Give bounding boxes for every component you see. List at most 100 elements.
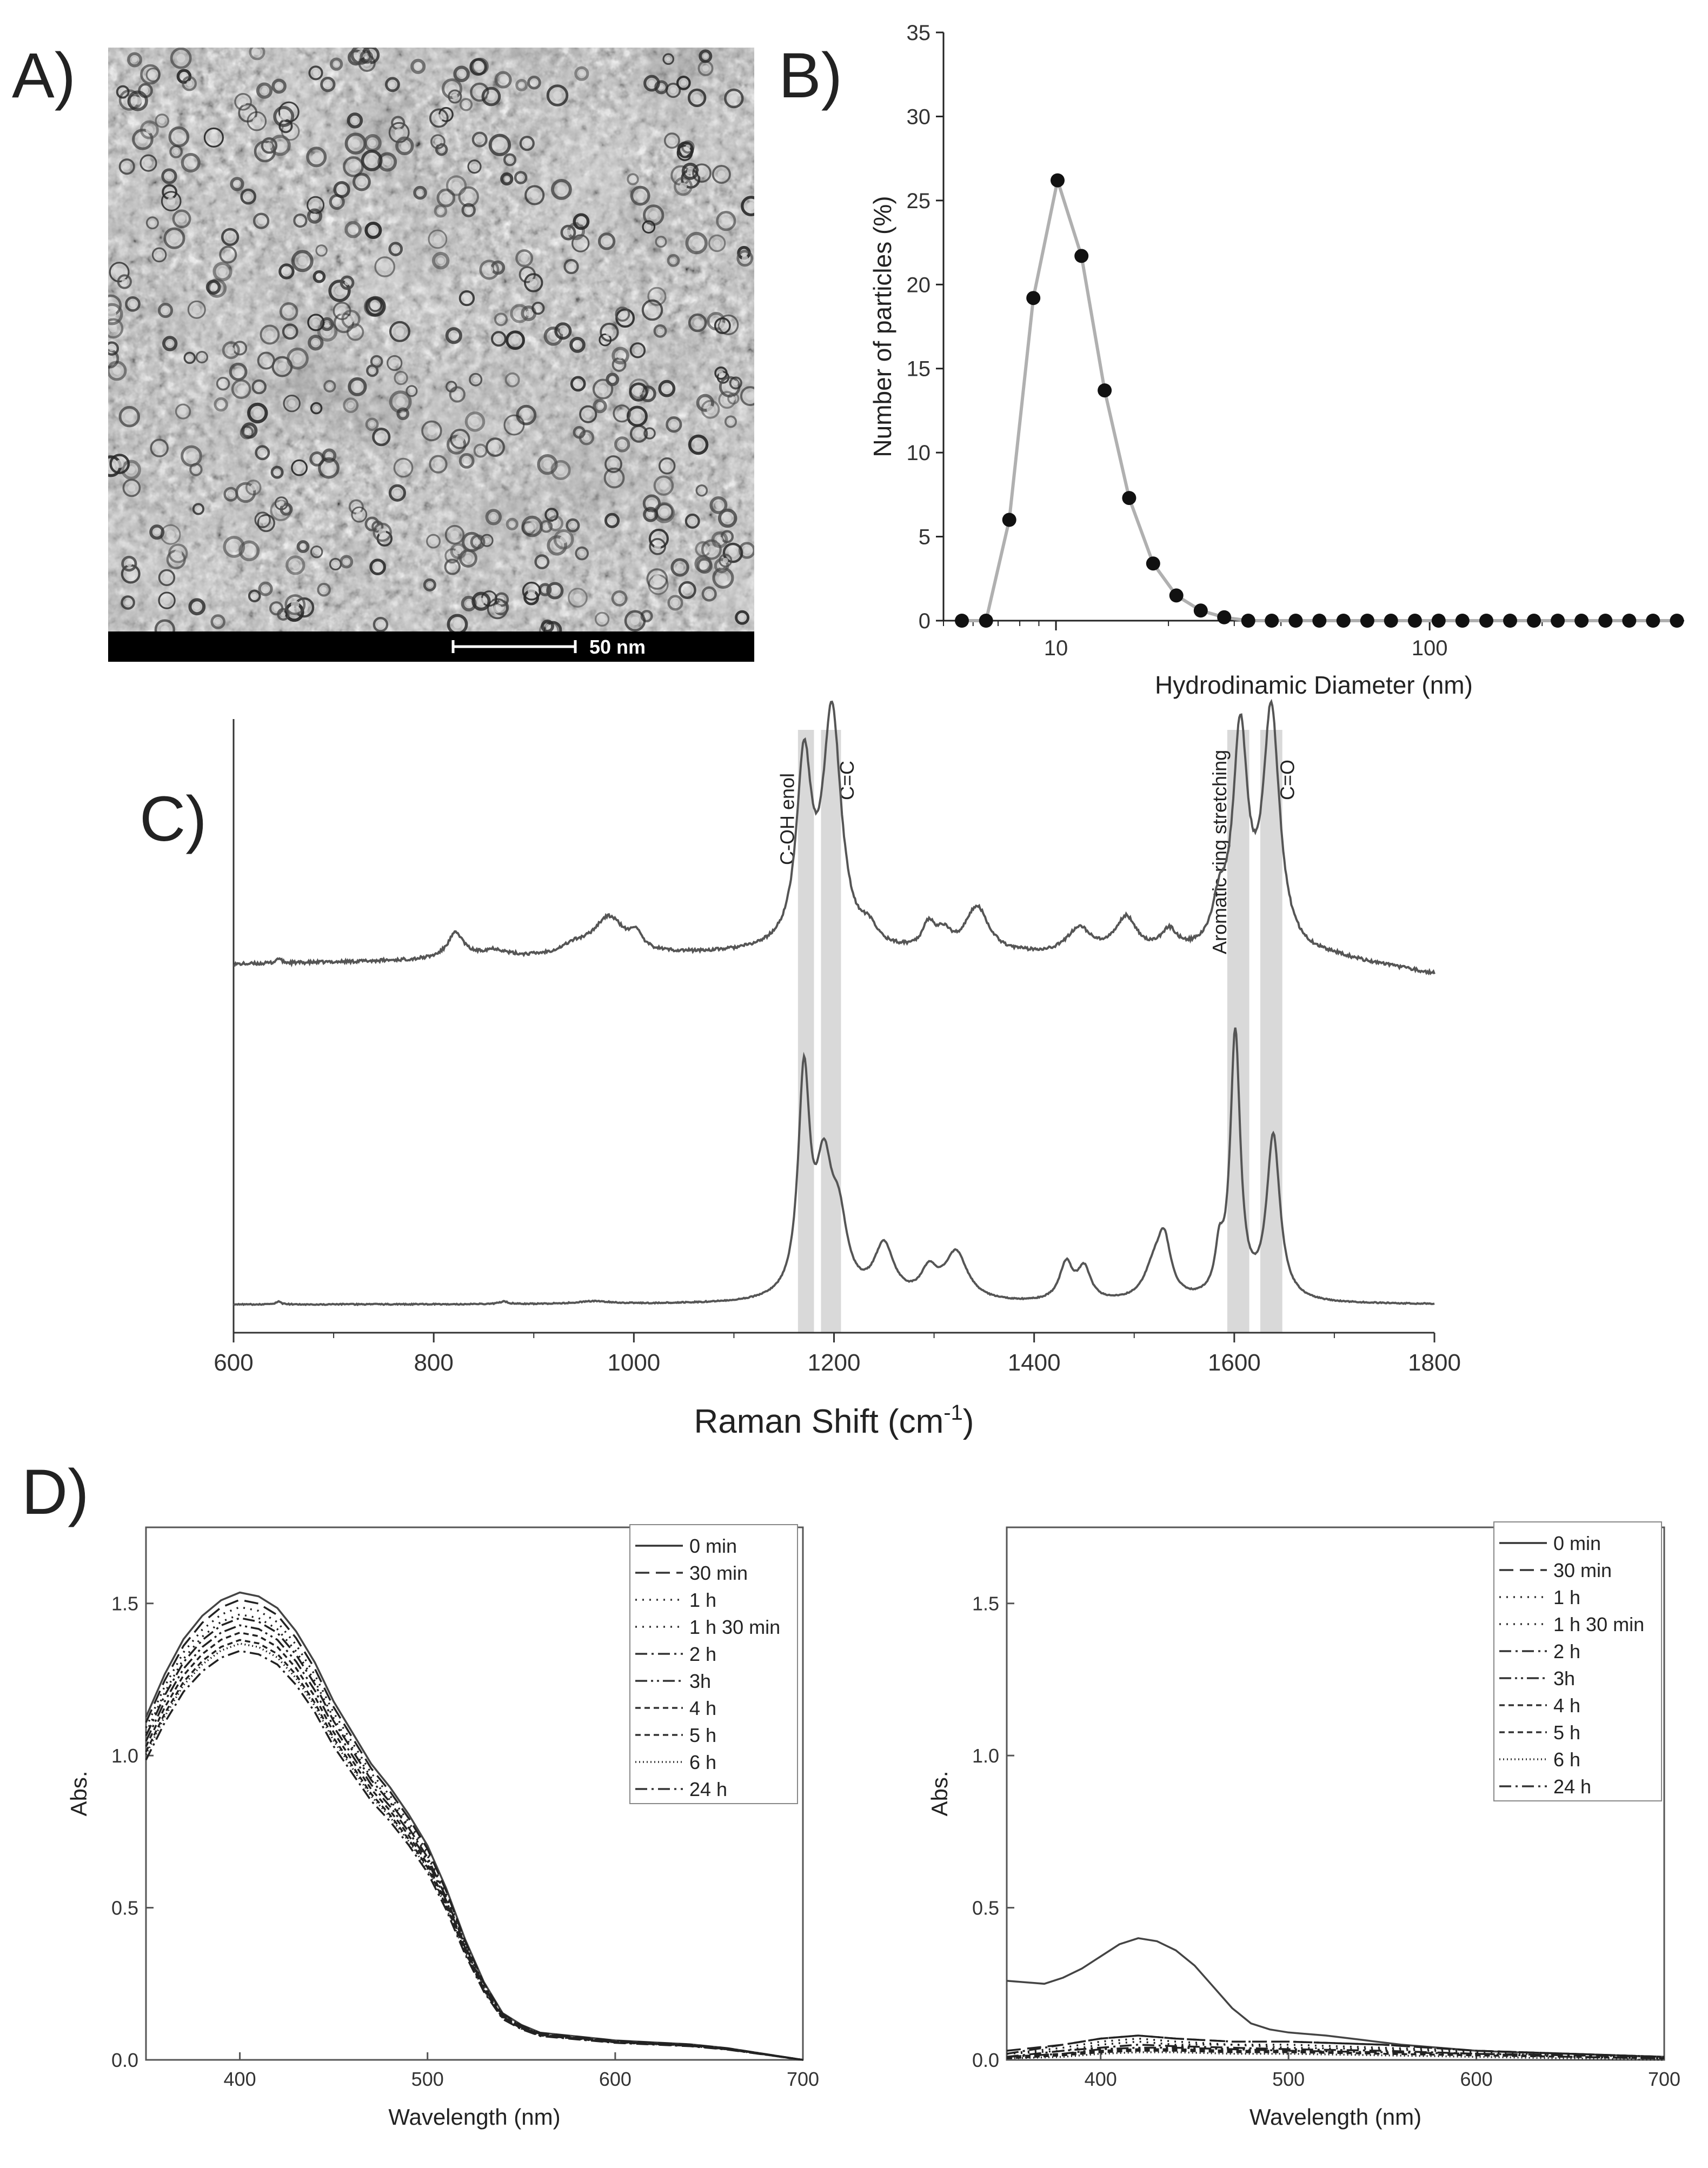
nanoparticle — [223, 536, 245, 558]
nanoparticle — [550, 460, 571, 480]
nanoparticle — [541, 619, 554, 631]
nanoparticle — [688, 434, 709, 455]
nanoparticle — [741, 196, 754, 217]
scale-bar-label: 50 nm — [589, 636, 646, 658]
y-tick-label: 0.5 — [111, 1897, 138, 1919]
nanoparticle — [724, 415, 737, 428]
nanoparticle-core — [352, 117, 358, 124]
nanoparticle — [122, 478, 141, 497]
nanoparticle-core — [374, 563, 381, 570]
nanoparticle-core — [348, 402, 354, 409]
nanoparticle-core — [324, 322, 330, 327]
nanoparticle — [573, 213, 590, 230]
nanoparticle-core — [743, 547, 750, 554]
nanoparticle — [388, 122, 410, 143]
nanoparticle-core — [127, 466, 135, 474]
nanoparticle-core — [633, 412, 642, 421]
nanoparticle — [684, 513, 700, 529]
nanoparticle — [643, 507, 659, 522]
nanoparticle-core — [579, 71, 584, 77]
nanoparticle-core — [394, 489, 401, 496]
nanoparticle — [393, 457, 414, 478]
nanoparticle — [604, 513, 620, 528]
legend-label: 3h — [689, 1670, 711, 1692]
nanoparticle-core — [324, 463, 333, 473]
nanoparticle-core — [370, 227, 377, 234]
nanoparticle-core — [669, 137, 675, 144]
nanoparticle — [658, 380, 676, 397]
nanoparticle — [603, 467, 625, 489]
nanoparticle — [527, 75, 541, 90]
nanoparticle — [108, 303, 123, 325]
nanoparticle — [459, 98, 473, 111]
x-axis-title: Hydrodinamic Diameter (nm) — [1155, 671, 1473, 699]
y-tick-label: 35 — [907, 21, 931, 45]
nanoparticle-core — [174, 149, 179, 155]
nanoparticle — [245, 479, 262, 496]
nanoparticle-core — [409, 389, 414, 394]
nanoparticle-core — [261, 88, 268, 94]
nanoparticle — [351, 506, 368, 523]
nanoparticle-core — [438, 208, 443, 214]
x-tick-label: 1000 — [607, 1349, 660, 1376]
nanoparticle — [506, 330, 525, 350]
nanoparticle-core — [648, 500, 655, 507]
nanoparticle-core — [490, 514, 497, 521]
nanoparticle — [613, 404, 631, 423]
legend-label: 5 h — [689, 1724, 716, 1746]
nanoparticle — [729, 376, 742, 390]
nanoparticle-core — [603, 238, 610, 245]
nanoparticle-core — [128, 484, 136, 492]
nanoparticle — [630, 185, 650, 206]
nanoparticle-core — [694, 441, 702, 449]
nanoparticle-core — [125, 600, 131, 606]
nanoparticle-core — [256, 384, 262, 390]
nanoparticle — [519, 136, 535, 151]
legend-label: 24 h — [689, 1778, 727, 1800]
x-tick-label: 10 — [1044, 636, 1068, 660]
nanoparticle-core — [298, 256, 307, 265]
nanoparticle — [566, 518, 580, 533]
nanoparticle — [678, 581, 696, 599]
nanoparticle — [445, 327, 462, 344]
nanoparticle — [108, 341, 119, 356]
nanoparticle — [658, 457, 676, 475]
nanoparticle — [240, 188, 257, 205]
data-point — [1503, 614, 1517, 628]
nanoparticle-core — [570, 522, 576, 528]
legend-label: 1 h 30 min — [689, 1616, 780, 1638]
nanoparticle — [340, 275, 355, 290]
nanoparticle-core — [115, 268, 124, 277]
nanoparticle-core — [473, 377, 478, 382]
x-tick-label: 1600 — [1208, 1349, 1261, 1376]
nanoparticle — [277, 608, 290, 621]
nanoparticle-core — [301, 544, 305, 549]
nanoparticle — [699, 49, 713, 63]
nanoparticle — [606, 373, 620, 387]
x-tick-label: 700 — [787, 2068, 819, 2090]
nanoparticle — [188, 598, 206, 616]
nanoparticle-core — [475, 539, 481, 545]
nanoparticle-core — [463, 102, 469, 108]
nanoparticle — [291, 250, 314, 272]
nanoparticle — [169, 145, 183, 158]
y-tick-label: 20 — [907, 273, 931, 297]
nanoparticle-core — [694, 319, 701, 327]
nanoparticle — [612, 347, 629, 365]
series-line — [145, 1650, 803, 2061]
nanoparticle — [365, 417, 379, 431]
data-point — [1551, 614, 1565, 628]
nanoparticle — [446, 435, 467, 455]
legend-label: 6 h — [689, 1751, 716, 1773]
nanoparticle — [444, 558, 461, 575]
nanoparticle — [674, 177, 693, 196]
nanoparticle — [447, 614, 468, 631]
nanoparticle — [341, 309, 361, 329]
nanoparticle-core — [123, 163, 130, 170]
nanoparticle — [735, 610, 750, 625]
nanoparticle — [692, 163, 712, 183]
nanoparticle-core — [556, 466, 565, 474]
nanoparticle — [348, 377, 367, 396]
nanoparticle-core — [321, 587, 327, 593]
data-point — [979, 614, 993, 628]
